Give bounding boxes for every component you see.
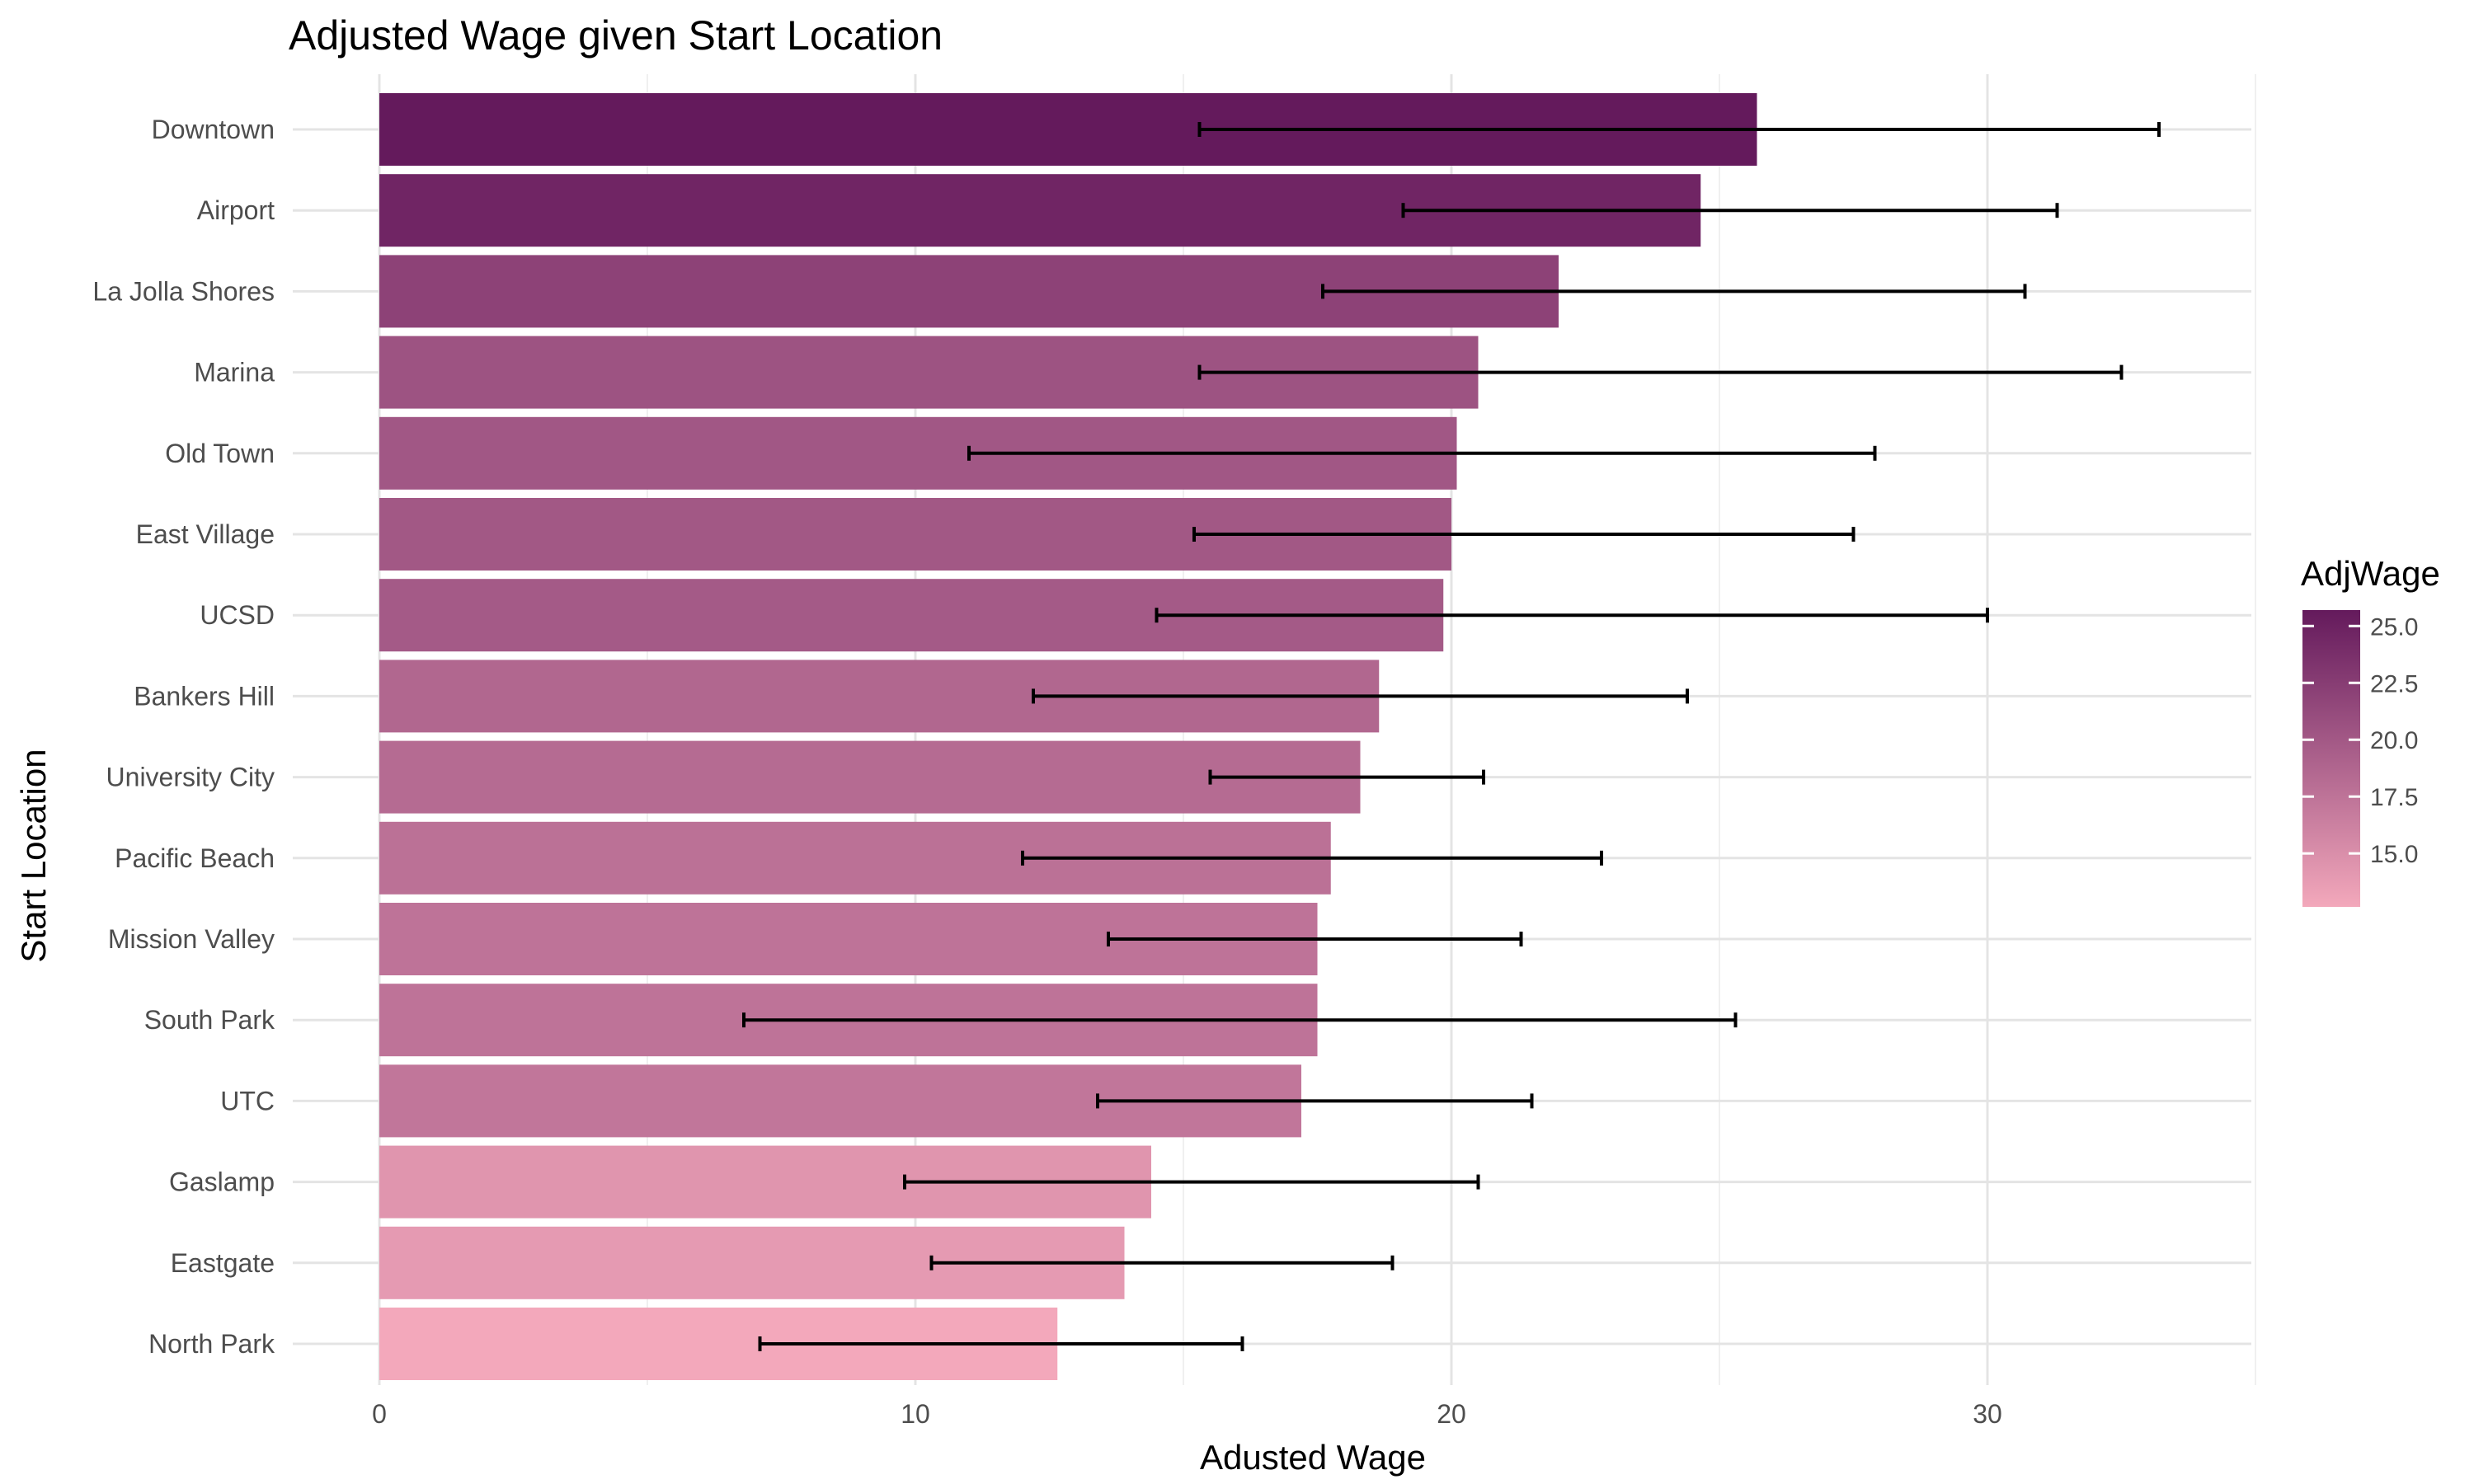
y-tick-label: Downtown (152, 115, 275, 144)
y-tick-label: North Park (148, 1329, 275, 1359)
error-bar (1192, 527, 1856, 542)
x-tick-label: 0 (372, 1399, 387, 1429)
y-tick-label: Airport (197, 195, 275, 225)
bar (379, 740, 1361, 814)
y-tick-label: Bankers Hill (134, 681, 275, 711)
x-axis-title: Adusted Wage (1200, 1438, 1426, 1477)
legend-ticks: 25.0 22.5 20.0 17.5 15.0 (2302, 613, 2418, 868)
legend: AdjWage 25.0 22.5 20.0 17.5 15.0 (2301, 554, 2440, 907)
error-bar (758, 1336, 1244, 1351)
x-tick-label: 10 (901, 1399, 930, 1429)
legend-tick-label: 15.0 (2370, 841, 2418, 868)
chart-title: Adjusted Wage given Start Location (289, 12, 943, 59)
x-axis-tick-labels: 0 10 20 30 (372, 1399, 2002, 1429)
error-bar (1021, 850, 1603, 866)
y-tick-label: South Park (144, 1005, 275, 1035)
y-tick-label: Gaslamp (169, 1167, 275, 1197)
y-axis-tick-labels: Downtown Airport La Jolla Shores Marina Old … (92, 115, 275, 1359)
y-tick-label: UCSD (200, 600, 275, 630)
error-bar (1321, 284, 2027, 299)
y-tick-label: Marina (194, 358, 275, 387)
error-bar (1208, 769, 1485, 785)
error-bar (1155, 608, 1989, 623)
y-tick-label: La Jolla Shores (92, 276, 275, 306)
error-bar (1107, 932, 1523, 946)
legend-colorbar (2302, 610, 2360, 907)
bars (379, 93, 1757, 1380)
y-tick-label: Pacific Beach (115, 843, 275, 873)
y-tick-label: University City (106, 763, 275, 792)
y-tick-label: Eastgate (171, 1248, 275, 1278)
x-tick-label: 30 (1973, 1399, 2002, 1429)
error-bars (742, 122, 2161, 1351)
legend-title: AdjWage (2301, 554, 2440, 593)
y-tick-label: Mission Valley (108, 924, 275, 954)
error-bar (929, 1255, 1395, 1270)
error-bar (742, 1012, 1738, 1028)
legend-tick-label: 20.0 (2370, 727, 2418, 754)
legend-tick-label: 22.5 (2370, 670, 2418, 697)
y-tick-label: East Village (136, 519, 275, 549)
error-bar (1197, 122, 2161, 137)
legend-tick-label: 17.5 (2370, 784, 2418, 811)
error-bar (1096, 1093, 1534, 1109)
legend-tick-label: 25.0 (2370, 613, 2418, 641)
y-tick-label: Old Town (165, 439, 275, 468)
y-tick-label: UTC (220, 1086, 275, 1115)
error-bar (1401, 203, 2059, 218)
x-tick-label: 20 (1437, 1399, 1466, 1429)
error-bar (1032, 688, 1689, 704)
error-bar (1197, 364, 2124, 380)
error-bar (903, 1174, 1480, 1190)
y-axis-title: Start Location (14, 749, 53, 962)
error-bar (967, 445, 1877, 461)
